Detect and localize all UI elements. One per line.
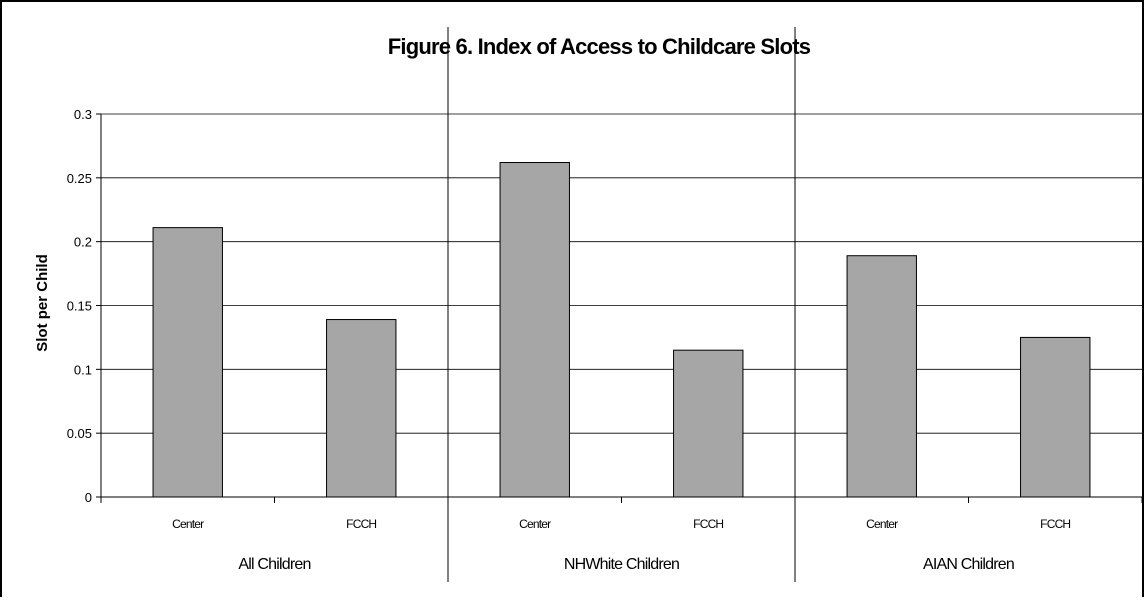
y-tick-label: 0.2 [74, 235, 92, 250]
group-label: All Children [238, 556, 310, 573]
x-tick-label: Center [866, 517, 898, 531]
group-label: NHWhite Children [564, 556, 679, 573]
y-tick-label: 0.3 [74, 107, 92, 122]
bar [673, 349, 744, 498]
bar [152, 227, 223, 498]
x-tick-label: Center [519, 517, 551, 531]
y-tick-label: 0.05 [67, 426, 92, 441]
y-tick-label: 0 [85, 490, 92, 505]
y-tick-label: 0.15 [67, 299, 92, 314]
group-label: AIAN Children [923, 556, 1014, 573]
bar [326, 319, 397, 498]
bar [1020, 336, 1091, 498]
y-tick-label: 0.25 [67, 171, 92, 186]
y-tick-label: 0.1 [74, 362, 92, 377]
gridlines [101, 113, 1142, 434]
x-tick-label: FCCH [1040, 517, 1070, 531]
bar [846, 255, 917, 498]
chart-title: Figure 6. Index of Access to Childcare S… [388, 34, 811, 59]
bars [152, 162, 1091, 498]
tick-labels: 0 0.05 0.1 0.15 0.2 0.25 0.3 Center FCCH All Chil… [67, 107, 1072, 573]
bar [499, 162, 570, 498]
axes [96, 27, 1143, 582]
x-tick-label: FCCH [693, 517, 723, 531]
y-axis-label: Slot per Child [34, 254, 51, 352]
x-tick-label: FCCH [346, 517, 376, 531]
x-tick-label: Center [172, 517, 204, 531]
